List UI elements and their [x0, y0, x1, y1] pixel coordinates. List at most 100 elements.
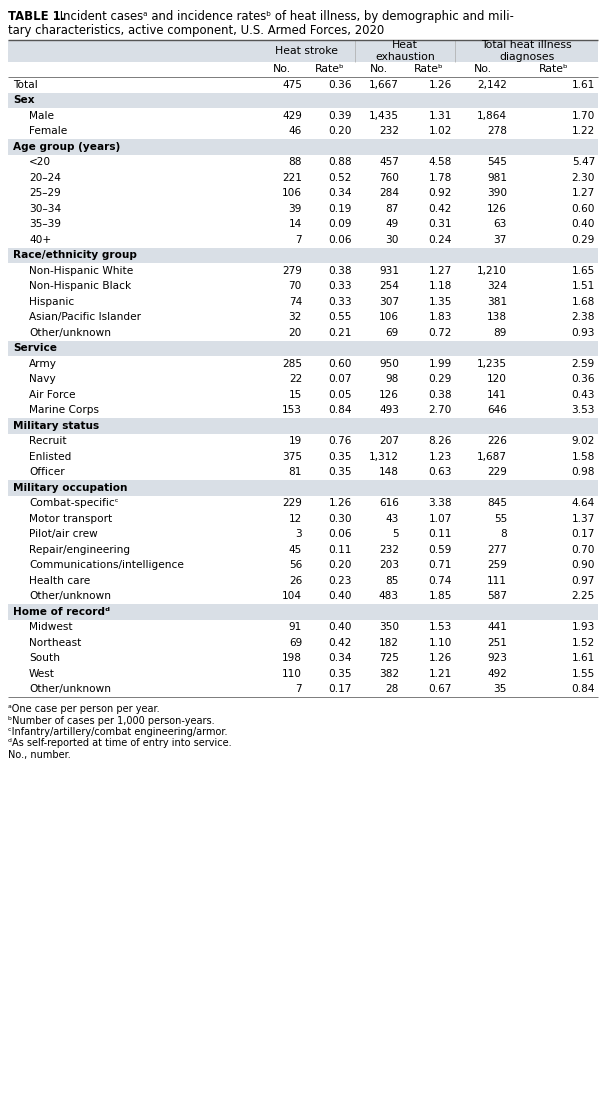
Bar	[8, 419, 598, 433]
Bar	[8, 325, 598, 340]
Text: Health care: Health care	[29, 576, 90, 585]
Text: 0.29: 0.29	[571, 235, 595, 245]
Text: Army: Army	[29, 359, 57, 369]
Text: 0.38: 0.38	[428, 389, 452, 399]
Text: 0.07: 0.07	[328, 374, 352, 384]
Text: 232: 232	[379, 126, 399, 137]
Text: 4.58: 4.58	[428, 158, 452, 167]
Text: Communications/intelligence: Communications/intelligence	[29, 561, 184, 571]
Text: 279: 279	[282, 265, 302, 275]
Text: Service: Service	[13, 344, 57, 354]
Text: 0.59: 0.59	[428, 545, 452, 555]
Text: 22: 22	[288, 374, 302, 384]
Text: 475: 475	[282, 79, 302, 90]
Text: 251: 251	[487, 638, 507, 648]
Text: 0.06: 0.06	[328, 235, 352, 245]
Bar	[8, 77, 598, 93]
Text: 120: 120	[487, 374, 507, 384]
Text: Navy: Navy	[29, 374, 56, 384]
Text: 5.47: 5.47	[571, 158, 595, 167]
Text: Hispanic: Hispanic	[29, 297, 75, 307]
Bar	[8, 666, 598, 681]
Bar	[8, 650, 598, 666]
Bar	[8, 170, 598, 186]
Text: Recruit: Recruit	[29, 436, 67, 446]
Text: 39: 39	[288, 204, 302, 214]
Text: South: South	[29, 653, 60, 664]
Text: Northeast: Northeast	[29, 638, 81, 648]
Text: 493: 493	[379, 405, 399, 415]
Text: 0.34: 0.34	[328, 188, 352, 198]
Text: 0.71: 0.71	[428, 561, 452, 571]
Bar	[8, 433, 598, 449]
Bar	[8, 247, 598, 263]
Text: 0.42: 0.42	[328, 638, 352, 648]
Text: Male: Male	[29, 111, 54, 121]
Text: 0.35: 0.35	[328, 452, 352, 462]
Text: 1.27: 1.27	[571, 188, 595, 198]
Text: 0.90: 0.90	[571, 561, 595, 571]
Text: Enlisted: Enlisted	[29, 452, 72, 462]
Text: Non-Hispanic Black: Non-Hispanic Black	[29, 281, 131, 291]
Bar	[8, 527, 598, 542]
Bar	[8, 310, 598, 325]
Text: Combat-specificᶜ: Combat-specificᶜ	[29, 498, 119, 508]
Bar	[8, 573, 598, 589]
Text: 1.61: 1.61	[571, 653, 595, 664]
Text: 110: 110	[282, 669, 302, 679]
Text: 14: 14	[288, 219, 302, 229]
Text: 457: 457	[379, 158, 399, 167]
Text: 2.25: 2.25	[571, 591, 595, 601]
Text: Other/unknown: Other/unknown	[29, 328, 111, 338]
Text: 1.26: 1.26	[429, 653, 452, 664]
Bar	[8, 387, 598, 403]
Text: 88: 88	[288, 158, 302, 167]
Text: 45: 45	[288, 545, 302, 555]
Text: Marine Corps: Marine Corps	[29, 405, 99, 415]
Bar	[8, 557, 598, 573]
Text: Repair/engineering: Repair/engineering	[29, 545, 130, 555]
Text: Rateᵇ: Rateᵇ	[414, 65, 444, 75]
Text: 148: 148	[379, 468, 399, 477]
Bar	[8, 372, 598, 387]
Text: Age group (years): Age group (years)	[13, 142, 120, 152]
Bar	[8, 263, 598, 279]
Text: Race/ethnicity group: Race/ethnicity group	[13, 251, 137, 261]
Bar	[8, 139, 598, 154]
Text: 1.26: 1.26	[429, 79, 452, 90]
Bar	[8, 681, 598, 697]
Text: 2.70: 2.70	[428, 405, 452, 415]
Text: 2.30: 2.30	[571, 172, 595, 182]
Text: 2.38: 2.38	[571, 312, 595, 322]
Text: 0.43: 0.43	[571, 389, 595, 399]
Text: 1,864: 1,864	[477, 111, 507, 121]
Text: 382: 382	[379, 669, 399, 679]
Bar	[8, 620, 598, 634]
Text: 5: 5	[392, 529, 399, 539]
Text: 0.84: 0.84	[571, 684, 595, 694]
Text: 1,210: 1,210	[477, 265, 507, 275]
Text: 350: 350	[379, 622, 399, 632]
Text: 1.83: 1.83	[428, 312, 452, 322]
Text: Other/unknown: Other/unknown	[29, 591, 111, 601]
Text: 35: 35	[494, 684, 507, 694]
Text: 483: 483	[379, 591, 399, 601]
Text: 106: 106	[379, 312, 399, 322]
Text: 1.18: 1.18	[428, 281, 452, 291]
Text: 1.61: 1.61	[571, 79, 595, 90]
Text: 126: 126	[379, 389, 399, 399]
Text: 0.35: 0.35	[328, 468, 352, 477]
Text: 324: 324	[487, 281, 507, 291]
Text: 9.02: 9.02	[571, 436, 595, 446]
Text: 74: 74	[288, 297, 302, 307]
Text: Military status: Military status	[13, 421, 99, 431]
Text: No.: No.	[370, 65, 388, 75]
Text: 1,312: 1,312	[369, 452, 399, 462]
Text: 1.68: 1.68	[571, 297, 595, 307]
Text: 28: 28	[385, 684, 399, 694]
Text: 441: 441	[487, 622, 507, 632]
Text: 226: 226	[487, 436, 507, 446]
Text: 1.51: 1.51	[571, 281, 595, 291]
Text: West: West	[29, 669, 55, 679]
Text: 19: 19	[288, 436, 302, 446]
